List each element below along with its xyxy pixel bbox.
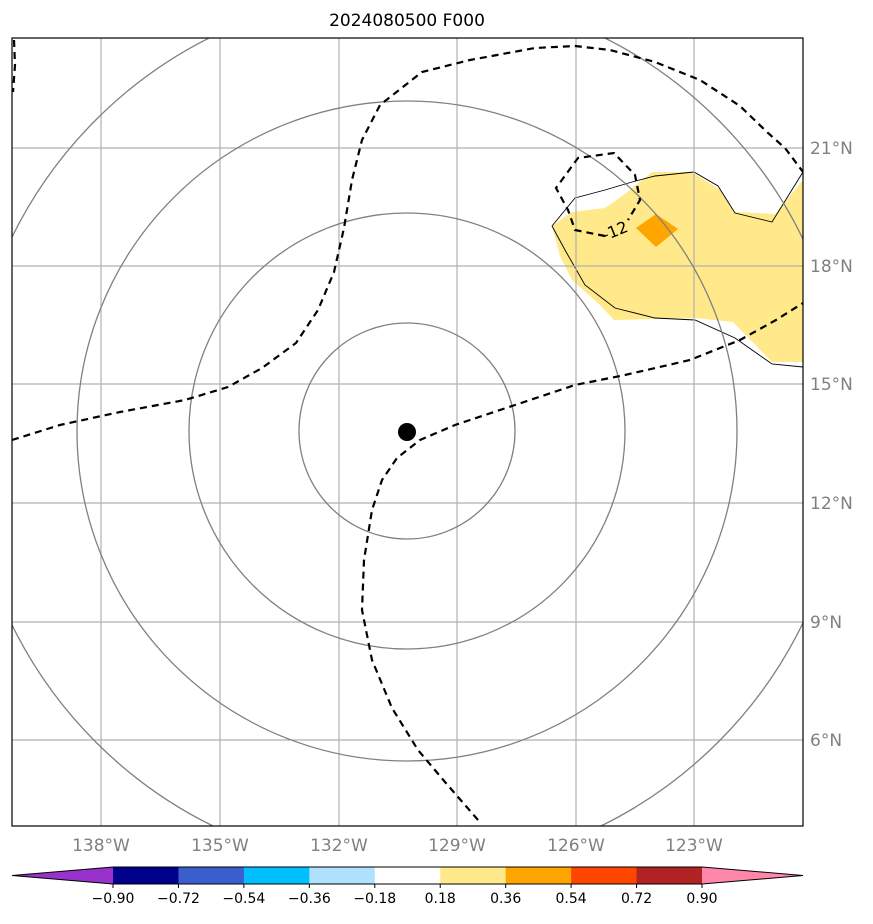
lat-label: 6°N bbox=[810, 731, 842, 751]
colorbar-tick-label: 0.54 bbox=[556, 891, 587, 907]
contour-line-c bbox=[360, 302, 803, 821]
lon-label: 138°W bbox=[72, 836, 130, 856]
gridlines bbox=[12, 38, 803, 826]
colorbar-extend-high bbox=[702, 867, 803, 884]
lat-label: 12°N bbox=[810, 494, 853, 514]
lon-label: 126°W bbox=[547, 836, 605, 856]
anomaly-outline bbox=[551, 171, 803, 368]
colorbar-tick-label: −0.54 bbox=[222, 891, 265, 907]
colorbar-segment bbox=[113, 867, 179, 884]
lat-label: 15°N bbox=[810, 375, 853, 395]
lon-label: 123°W bbox=[665, 836, 723, 856]
positive-anomaly-fill bbox=[552, 172, 803, 362]
colorbar-tick-label: 0.18 bbox=[425, 891, 456, 907]
colorbar-tick-label: 0.72 bbox=[621, 891, 652, 907]
colorbar-tick-label: −0.18 bbox=[353, 891, 396, 907]
colorbar-segment bbox=[440, 867, 507, 884]
colorbar-segment bbox=[243, 867, 310, 884]
longitude-labels: 138°W 135°W 132°W 129°W 126°W 123°W bbox=[72, 836, 723, 856]
storm-center-marker bbox=[398, 423, 416, 441]
colorbar-tick-label: 0.36 bbox=[490, 891, 521, 907]
dashed-contours bbox=[12, 39, 803, 821]
lon-label: 129°W bbox=[428, 836, 486, 856]
contour-line-a bbox=[12, 39, 17, 93]
contour-line-minus12 bbox=[554, 151, 642, 238]
colorbar-segment bbox=[309, 867, 376, 884]
colorbar-segment bbox=[505, 867, 572, 884]
contour-line-b bbox=[12, 44, 803, 442]
colorbar-segment bbox=[374, 867, 441, 884]
lon-label: 132°W bbox=[310, 836, 368, 856]
colorbar-segment bbox=[571, 867, 638, 884]
latitude-labels: 21°N 18°N 15°N 12°N 9°N 6°N bbox=[810, 139, 853, 751]
colorbar-segment bbox=[636, 867, 703, 884]
figure-title: 2024080500 F000 bbox=[329, 11, 485, 31]
lat-label: 9°N bbox=[810, 613, 842, 633]
colorbar: −0.90 −0.72 −0.54 −0.36 −0.18 0.18 0.36 0.54 0.7… bbox=[11, 866, 804, 907]
colorbar-extend-low bbox=[12, 867, 113, 884]
lat-label: 18°N bbox=[810, 257, 853, 277]
lon-label: 135°W bbox=[191, 836, 249, 856]
lat-label: 21°N bbox=[810, 139, 853, 159]
colorbar-tick-label: −0.72 bbox=[157, 891, 200, 907]
colorbar-tick-label: 0.90 bbox=[686, 891, 717, 907]
range-rings bbox=[12, 38, 803, 826]
strong-positive-anomaly-fill bbox=[636, 214, 678, 247]
colorbar-tick-label: −0.90 bbox=[92, 891, 135, 907]
map-frame bbox=[11, 37, 804, 827]
map-area: -12 bbox=[12, 38, 803, 826]
colorbar-segment bbox=[178, 867, 245, 884]
colorbar-tick-label: −0.36 bbox=[288, 891, 331, 907]
